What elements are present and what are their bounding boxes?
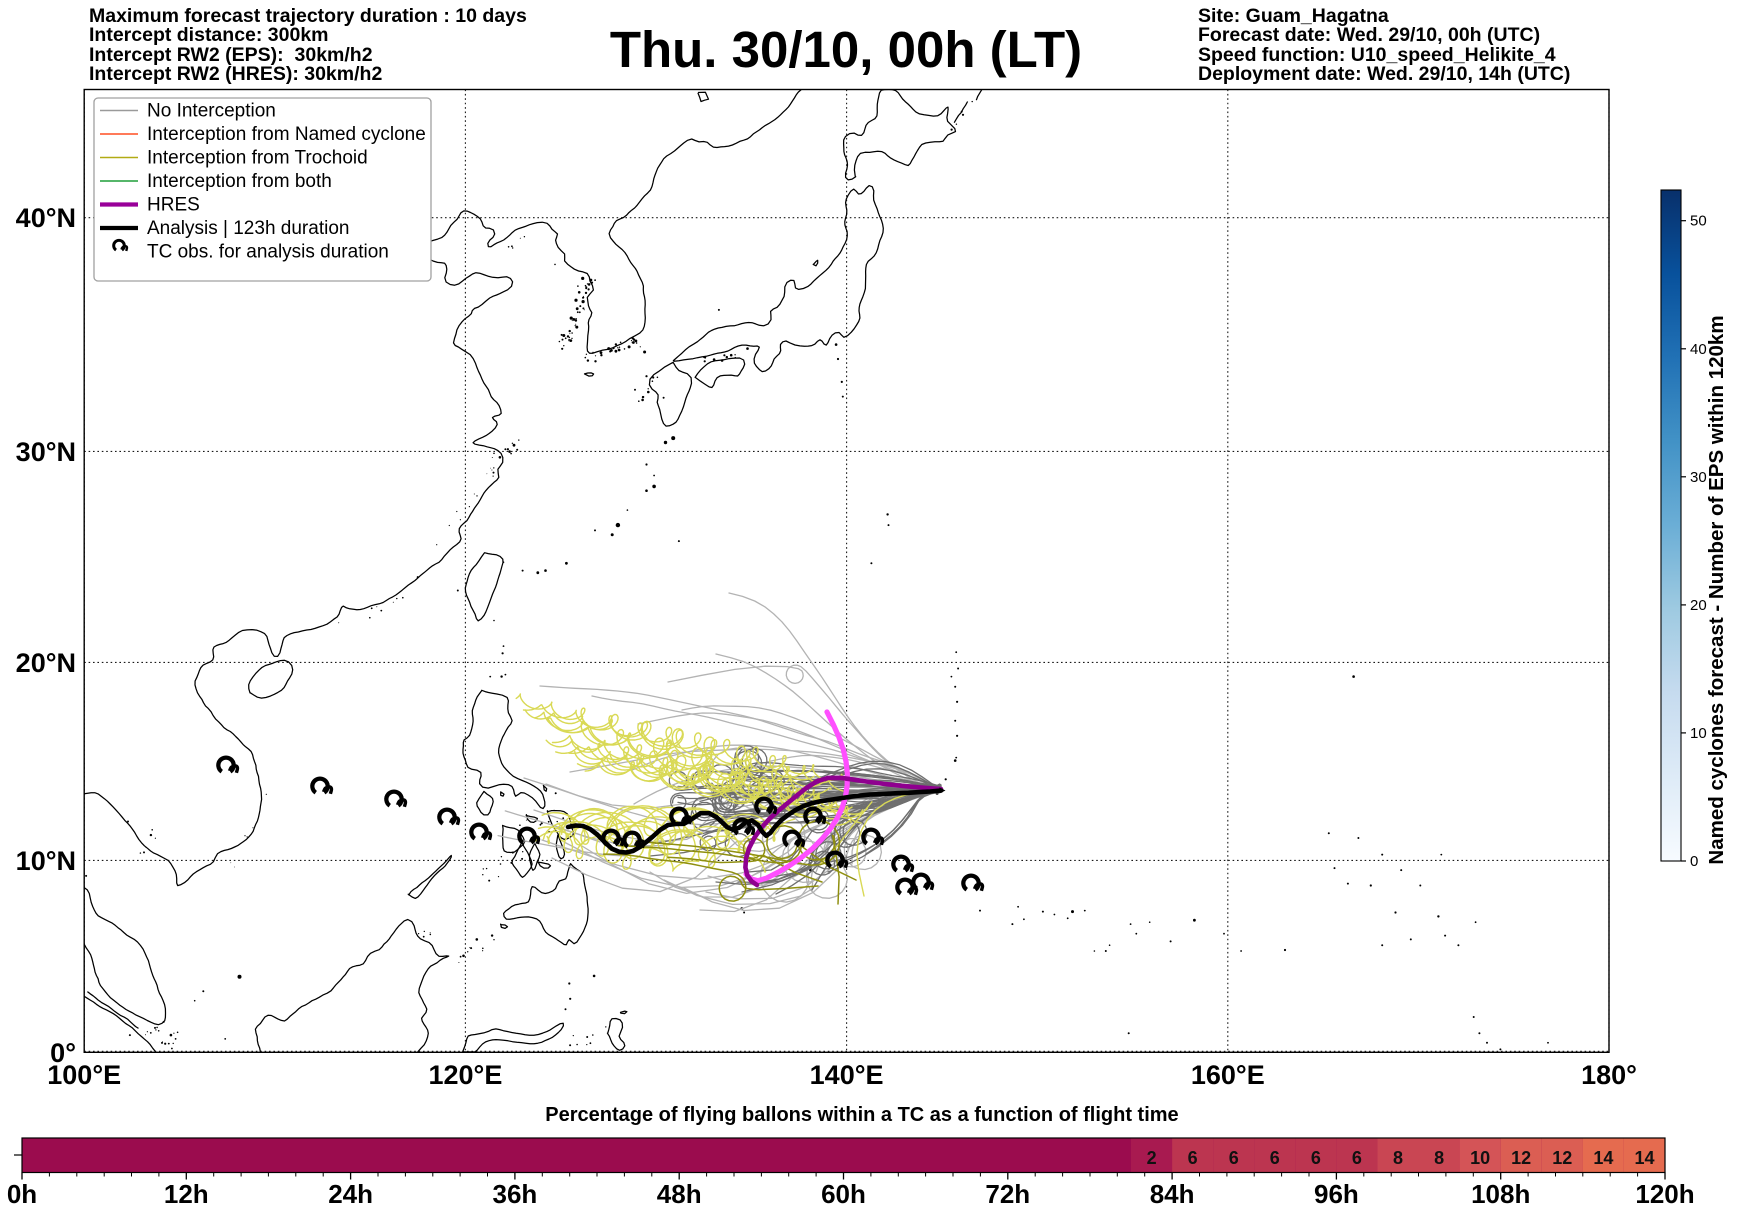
svg-text:0°: 0° xyxy=(50,1038,76,1068)
svg-text:6: 6 xyxy=(1229,1148,1239,1168)
svg-text:180°: 180° xyxy=(1581,1060,1637,1090)
svg-text:140°E: 140°E xyxy=(810,1060,884,1090)
svg-text:12h: 12h xyxy=(164,1179,209,1209)
svg-text:120°E: 120°E xyxy=(428,1060,502,1090)
svg-text:10: 10 xyxy=(1690,725,1707,742)
svg-text:Percentage of flying ballons w: Percentage of flying ballons within a TC… xyxy=(545,1104,1178,1126)
svg-text:30°N: 30°N xyxy=(16,437,76,467)
svg-text:HRES: HRES xyxy=(147,195,200,216)
svg-text:No Interception: No Interception xyxy=(147,101,276,122)
svg-text:40: 40 xyxy=(1690,341,1707,358)
svg-text:12: 12 xyxy=(1552,1148,1572,1168)
svg-text:40°N: 40°N xyxy=(16,203,76,233)
svg-text:30: 30 xyxy=(1690,469,1707,486)
svg-text:Named cyclones forecast - Numb: Named cyclones forecast - Number of EPS … xyxy=(1705,315,1728,864)
svg-text:14: 14 xyxy=(1634,1148,1654,1168)
svg-text:8: 8 xyxy=(1393,1148,1403,1168)
svg-text:96h: 96h xyxy=(1314,1179,1359,1209)
svg-text:Interception from Trochoid: Interception from Trochoid xyxy=(147,148,368,169)
svg-text:50: 50 xyxy=(1690,213,1707,230)
svg-text:20°N: 20°N xyxy=(16,648,76,678)
svg-text:TC obs. for analysis duration: TC obs. for analysis duration xyxy=(147,242,389,263)
svg-text:6: 6 xyxy=(1188,1148,1198,1168)
svg-text:72h: 72h xyxy=(985,1179,1030,1209)
svg-text:20: 20 xyxy=(1690,597,1707,614)
svg-text:0: 0 xyxy=(1690,853,1698,870)
svg-text:120h: 120h xyxy=(1635,1179,1694,1209)
svg-text:60h: 60h xyxy=(821,1179,866,1209)
svg-text:12: 12 xyxy=(1511,1148,1531,1168)
svg-text:6: 6 xyxy=(1352,1148,1362,1168)
svg-text:160°E: 160°E xyxy=(1191,1060,1265,1090)
svg-text:Interception from both: Interception from both xyxy=(147,171,332,192)
svg-text:10: 10 xyxy=(1470,1148,1490,1168)
svg-text:0h: 0h xyxy=(7,1179,37,1209)
svg-text:48h: 48h xyxy=(657,1179,702,1209)
svg-text:100°E: 100°E xyxy=(47,1060,121,1090)
svg-text:6: 6 xyxy=(1311,1148,1321,1168)
svg-text:10°N: 10°N xyxy=(16,846,76,876)
svg-text:84h: 84h xyxy=(1150,1179,1195,1209)
svg-text:2: 2 xyxy=(1147,1148,1157,1168)
svg-text:6: 6 xyxy=(1270,1148,1280,1168)
svg-text:108h: 108h xyxy=(1471,1179,1530,1209)
svg-text:24h: 24h xyxy=(328,1179,373,1209)
svg-text:Analysis | 123h duration: Analysis | 123h duration xyxy=(147,218,349,239)
svg-text:36h: 36h xyxy=(492,1179,537,1209)
svg-text:8: 8 xyxy=(1434,1148,1444,1168)
svg-text:14: 14 xyxy=(1593,1148,1613,1168)
svg-text:Interception from Named cyclon: Interception from Named cyclone xyxy=(147,124,426,145)
